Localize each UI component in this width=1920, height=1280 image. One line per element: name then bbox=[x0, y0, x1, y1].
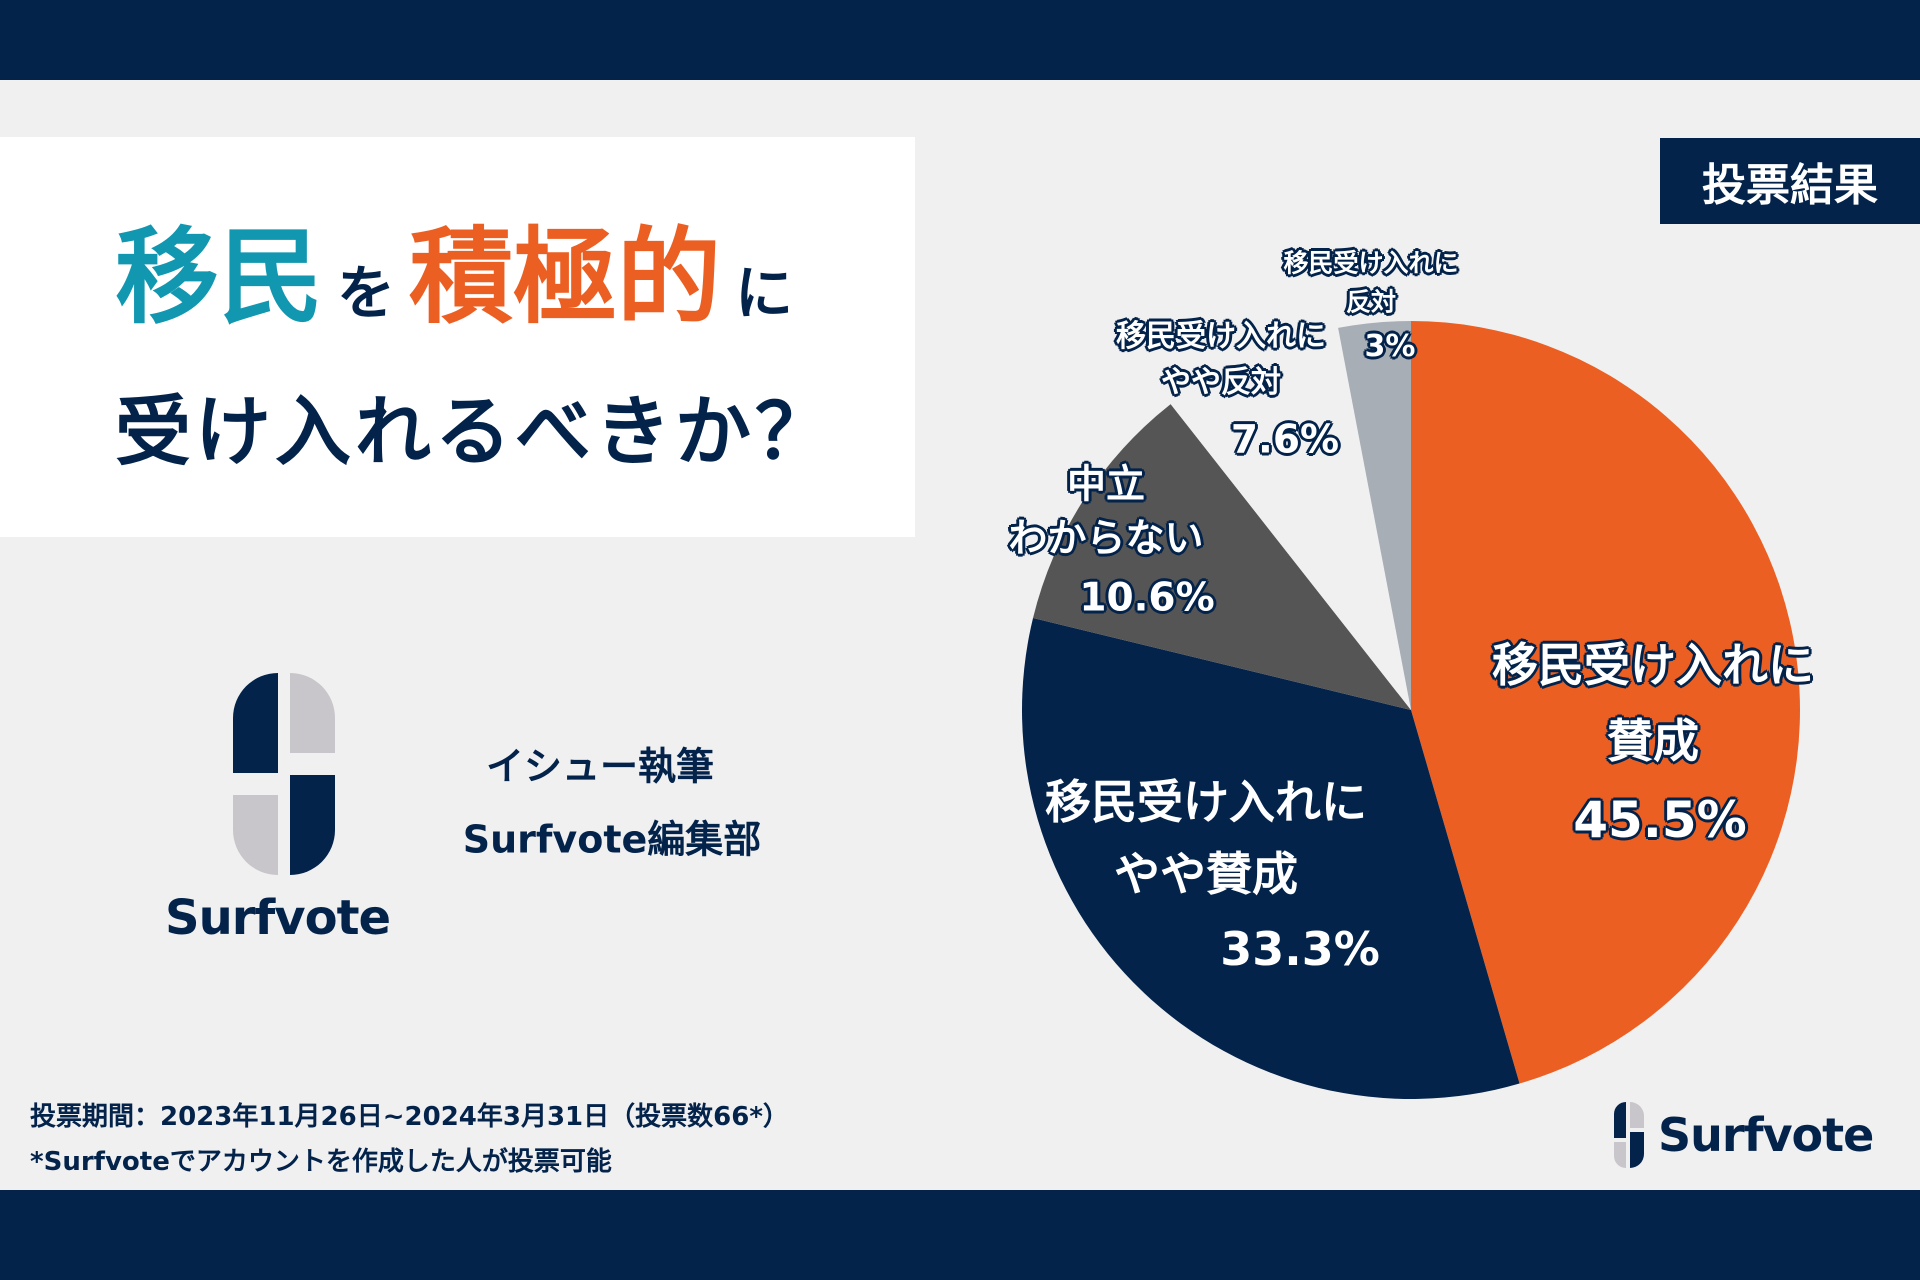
slice-label-somewhat-support: やや賛成 bbox=[1114, 847, 1298, 901]
title-box bbox=[0, 137, 915, 537]
pie-slice-oppose bbox=[1338, 321, 1411, 710]
author-name: Surfvote編集部 bbox=[462, 817, 762, 862]
results-badge: 投票結果 bbox=[1660, 138, 1920, 224]
title-line-1: 移民を積極的に bbox=[115, 225, 807, 329]
bottom-band bbox=[0, 1190, 1920, 1280]
slice-value-somewhat-support: 33.3% bbox=[1220, 922, 1380, 976]
surfvote-logo-icon bbox=[1614, 1102, 1644, 1168]
title-part: を bbox=[337, 259, 396, 327]
title-part: に bbox=[735, 259, 794, 327]
slice-label-neutral: わからない bbox=[1008, 516, 1204, 562]
pie-slice-neutral bbox=[1033, 404, 1411, 710]
top-band bbox=[0, 0, 1920, 80]
slice-value-neutral: 10.6% bbox=[1079, 575, 1215, 621]
slice-label-support: 賛成 bbox=[1607, 714, 1699, 768]
pie-slice-somewhat-oppose bbox=[1170, 327, 1411, 710]
slice-label-somewhat-oppose: やや反対 bbox=[1161, 365, 1281, 400]
slice-value-somewhat-oppose: 7.6% bbox=[1230, 417, 1340, 463]
pie-slice-support bbox=[1411, 321, 1801, 1084]
slice-label-somewhat-support: 移民受け入れに bbox=[1045, 775, 1367, 829]
slice-label-neutral: 中立 bbox=[1066, 462, 1146, 508]
title-part: 移民 bbox=[115, 216, 324, 338]
surfvote-wordmark: Surfvote bbox=[165, 890, 391, 946]
slice-value-support: 45.5% bbox=[1573, 791, 1747, 849]
title-part: 積極的 bbox=[409, 216, 722, 338]
slice-label-oppose: 移民受け入れに bbox=[1283, 248, 1459, 278]
surfvote-wordmark: Surfvote bbox=[1658, 1108, 1874, 1162]
surfvote-logo-icon bbox=[233, 673, 335, 875]
slice-value-oppose: 3% bbox=[1364, 329, 1416, 364]
pie-slice-somewhat-support bbox=[1022, 618, 1520, 1099]
slice-label-oppose: 反対 bbox=[1345, 287, 1397, 317]
voting-note: *Surfvoteでアカウントを作成した人が投票可能 bbox=[30, 1147, 612, 1177]
slice-label-somewhat-oppose: 移民受け入れに bbox=[1116, 319, 1326, 354]
slice-label-support: 移民受け入れに bbox=[1492, 638, 1814, 692]
surfvote-logo-small: Surfvote bbox=[1614, 1102, 1874, 1168]
title-line-2: 受け入れるべきか？ bbox=[115, 387, 835, 476]
author-label: イシュー執筆 bbox=[485, 744, 715, 789]
voting-period: 投票期間：2023年11月26日~2024年3月31日（投票数66*） bbox=[30, 1102, 789, 1132]
